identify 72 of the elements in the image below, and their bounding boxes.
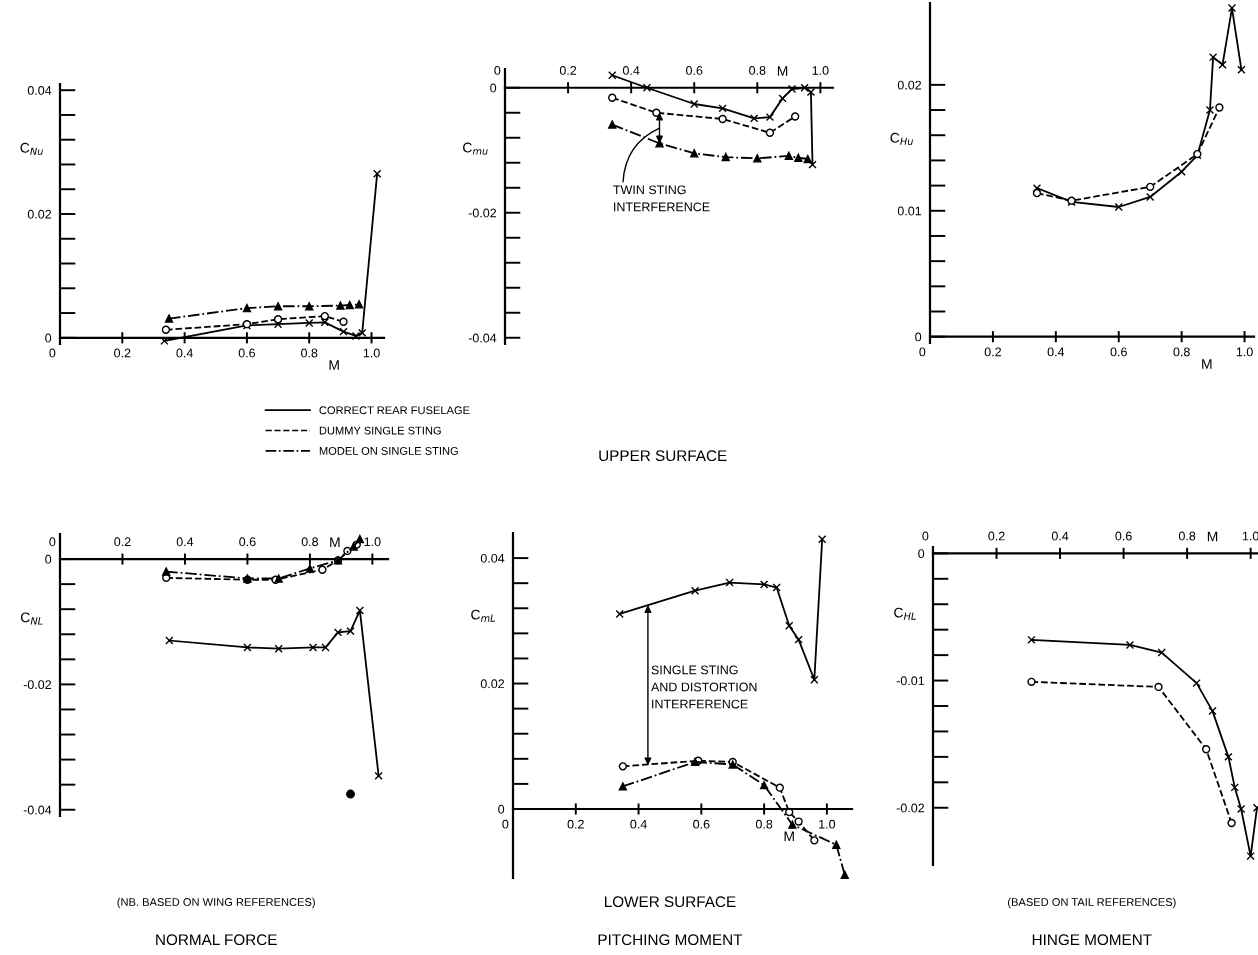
text: LOWER SURFACE (604, 896, 736, 908)
x-tick-label: 0.4 (176, 348, 193, 358)
x-tick-label: 0.4 (622, 66, 640, 75)
x-axis-title: M (1207, 531, 1218, 542)
x-tick-label: 1.0 (364, 537, 381, 547)
x-axis-title: M (1202, 359, 1212, 369)
x-tick-label: 0.2 (114, 537, 131, 547)
x-tick-label: 0.6 (686, 66, 703, 75)
y-tick-label: -0.04 (23, 805, 52, 815)
x-tick-label: 0.6 (693, 819, 710, 829)
x-axis-title: M (329, 360, 339, 370)
x-tick-label: 0.6 (239, 537, 256, 547)
x-tick-label: 0.8 (1178, 531, 1196, 541)
x-tick-label: 1.0 (363, 348, 380, 358)
y-tick-label: 0.02 (897, 80, 922, 90)
x-axis-title: M (777, 66, 788, 76)
text: PITCHING MOMENT (598, 934, 743, 946)
y-tick-label: -0.02 (23, 680, 52, 690)
x-tick-label: 0.4 (630, 819, 647, 829)
y-axis-title: C$_{Nu}$ (20, 142, 43, 155)
x-tick-label: 0.8 (749, 66, 766, 75)
x-tick-label: 0.4 (1051, 531, 1069, 541)
text: UPPER SURFACE (599, 450, 727, 462)
text: (NB. BASED ON WING REFERENCES) (117, 897, 315, 909)
x-tick-label: 0.2 (114, 348, 131, 358)
x-tick-label: 0.8 (1173, 347, 1190, 357)
y-tick-label: -0.02 (896, 803, 925, 813)
y-tick-label: 0 (45, 554, 52, 564)
y-tick-label: -0.04 (468, 333, 497, 343)
x-tick-label: 1.0 (1242, 531, 1258, 541)
text: (BASED ON TAIL REFERENCES) (1008, 897, 1176, 909)
legend-label: MODEL ON SINGLE STING (319, 447, 458, 455)
annotation: TWIN STING INTERFERENCE (613, 185, 710, 212)
x-tick-label: 1.0 (812, 66, 829, 75)
x-axis-title: M (330, 537, 340, 548)
x-tick-label: 0.8 (301, 348, 318, 358)
y-tick-label: 0.02 (480, 679, 505, 689)
annotation: SINGLE STING AND DISTORTION INTERFERENCE (651, 665, 757, 709)
text: HINGE MOMENT (1032, 934, 1152, 946)
y-axis-title: C$_{mL}$ (471, 609, 495, 622)
y-tick-label: 0 (490, 83, 497, 93)
x-tick-label: 0.6 (1110, 347, 1127, 357)
y-tick-label: 0.02 (27, 209, 52, 219)
y-tick-label: -0.01 (896, 676, 925, 686)
text: NORMAL FORCE (156, 934, 277, 946)
y-tick-label: -0.02 (468, 208, 497, 218)
y-tick-label: 0 (918, 549, 925, 559)
x-tick-label: 1.0 (819, 819, 836, 829)
x-tick-label: 0.2 (567, 819, 584, 829)
x-tick-label: 0.2 (984, 347, 1001, 357)
x-tick-label: 0.6 (1115, 531, 1132, 541)
y-tick-label: 0.04 (27, 85, 52, 95)
x-tick-label: 0.2 (559, 66, 577, 75)
y-tick-label: 0 (498, 804, 505, 814)
x-tick-label: 0.6 (238, 348, 256, 358)
x-tick-label: 0.8 (301, 537, 319, 547)
y-tick-label: 0 (45, 333, 52, 343)
y-axis-title: C$_{HL}$ (894, 607, 916, 620)
x-tick-label: 0.4 (1047, 347, 1065, 357)
x-tick-label: 0.8 (755, 819, 773, 829)
y-axis-title: C$_{mu}$ (463, 142, 488, 155)
x-tick-label: 1.0 (1236, 347, 1253, 357)
y-tick-label: 0 (915, 332, 922, 342)
y-axis-title: C$_{NL}$ (20, 612, 43, 625)
y-axis-title: C$_{Hu}$ (890, 132, 913, 145)
x-axis-title: M (784, 831, 794, 842)
y-tick-label: 0.01 (897, 206, 922, 216)
legend-label: DUMMY SINGLE STING (319, 426, 441, 435)
x-tick-label: 0.4 (176, 537, 194, 547)
legend-label: CORRECT REAR FUSELAGE (319, 406, 470, 415)
x-tick-label: 0.2 (988, 531, 1005, 541)
y-tick-label: 0.04 (480, 553, 505, 563)
